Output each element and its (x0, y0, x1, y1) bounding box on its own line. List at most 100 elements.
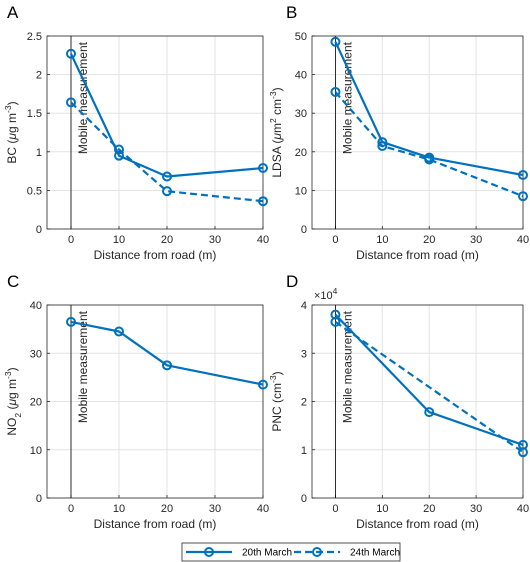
series-line-solid (334, 313, 524, 446)
data-point (330, 36, 341, 47)
y-tick-label: 10 (30, 445, 42, 457)
x-tick-label: 10 (113, 503, 125, 515)
legend-marker (312, 547, 322, 557)
mobile-measurement-annotation: Mobile measurement (340, 41, 354, 154)
legend-label: 24th March (350, 548, 400, 559)
x-tick-label: 10 (376, 234, 388, 246)
data-point (424, 407, 435, 418)
panel-a: A 0 10 20 30 40 0 0.5 1 1.5 2 2.5 Distance from road… (3, 3, 269, 262)
x-tick-label: 20 (161, 234, 173, 246)
y-tick-label: 0 (36, 493, 42, 505)
panel-letter: D (286, 272, 298, 291)
data-point (162, 360, 172, 371)
panel-letter: A (7, 3, 19, 22)
data-point (114, 326, 124, 337)
data-point (258, 163, 268, 174)
x-tick-label: 30 (470, 234, 482, 246)
y-tick-label: 0.5 (27, 185, 42, 197)
y-tick-label: 1 (36, 147, 42, 159)
mobile-measurement-annotation: Mobile measurement (340, 310, 354, 423)
y-axis-label: NO2 (μg m-3) (3, 367, 23, 435)
x-tick-label: 0 (68, 234, 74, 246)
x-axis-label: Distance from road (m) (356, 248, 479, 262)
y-tick-label: 1 (301, 445, 307, 457)
y-tick-label: 0 (301, 493, 307, 505)
legend-box (181, 542, 401, 562)
y-tick-label: 40 (295, 70, 307, 82)
series-line-solid (70, 53, 264, 178)
series-line-solid (334, 41, 524, 177)
x-tick-label: 0 (332, 234, 338, 246)
mobile-measurement-annotation: Mobile measurement (76, 310, 90, 423)
y-tick-label: 2 (36, 70, 42, 82)
x-tick-label: 30 (470, 503, 482, 515)
y-tick-label: 10 (295, 185, 307, 197)
y-tick-label: 30 (30, 348, 42, 360)
x-tick-label: 30 (209, 503, 221, 515)
data-point (66, 97, 76, 108)
y-exponent-label: ×104 (314, 286, 338, 302)
data-point (330, 316, 341, 327)
axes-frame (46, 35, 264, 230)
panel-c: C 0 10 20 30 40 0 10 20 30 40 Distance from road (m… (3, 272, 269, 531)
y-tick-label: 20 (295, 147, 307, 159)
y-axis-label: LDSA (μm2 cm-3) (268, 87, 284, 177)
legend-marker (204, 547, 214, 557)
x-tick-label: 40 (257, 503, 269, 515)
x-tick-label: 10 (113, 234, 125, 246)
x-axis-label: Distance from road (m) (94, 248, 217, 262)
panel-d: D 0 10 20 30 40 0 1 2 3 4 ×104 Distance from road (m… (268, 272, 529, 531)
panel-letter: C (7, 272, 19, 291)
y-tick-label: 20 (30, 397, 42, 409)
data-point (162, 186, 172, 197)
data-point (518, 447, 528, 458)
data-point (518, 169, 528, 180)
y-tick-label: 30 (295, 108, 307, 120)
legend: 20th March 24th March (181, 542, 401, 562)
x-tick-label: 30 (209, 234, 221, 246)
data-point (377, 141, 388, 152)
data-point (66, 316, 76, 327)
y-tick-label: 40 (30, 300, 42, 312)
data-point (258, 379, 268, 390)
y-tick-label: 1.5 (27, 108, 42, 120)
x-tick-label: 0 (68, 503, 74, 515)
y-tick-label: 50 (295, 31, 307, 43)
data-point (66, 48, 76, 59)
x-axis-label: Distance from road (m) (94, 517, 217, 531)
data-point (330, 86, 341, 97)
y-tick-label: 4 (301, 300, 307, 312)
data-point (162, 171, 172, 182)
x-tick-label: 40 (517, 234, 529, 246)
panel-letter: B (286, 3, 297, 22)
axes-frame (311, 35, 524, 230)
series-line-dashed (70, 101, 264, 203)
x-tick-label: 40 (257, 234, 269, 246)
x-axis-label: Distance from road (m) (356, 517, 479, 531)
y-tick-label: 2 (301, 397, 307, 409)
y-tick-label: 0 (301, 224, 307, 236)
x-tick-label: 20 (423, 503, 435, 515)
panel-b: B 0 10 20 30 40 0 10 20 30 40 50 Distance from road … (268, 3, 529, 262)
legend-label: 20th March (242, 548, 292, 559)
data-point (114, 144, 124, 155)
data-point (258, 196, 268, 207)
y-tick-label: 0 (36, 224, 42, 236)
y-axis-label: PNC (cm-3) (268, 371, 284, 431)
y-tick-label: 3 (301, 348, 307, 360)
series-line-dashed (334, 91, 524, 198)
mobile-measurement-annotation: Mobile measurement (76, 41, 90, 154)
series-line-dashed (334, 320, 524, 454)
y-tick-label: 2.5 (27, 31, 42, 43)
data-point (114, 150, 124, 161)
x-tick-label: 0 (332, 503, 338, 515)
data-point (518, 191, 528, 202)
series-line-solid (70, 320, 264, 386)
y-axis-label: BC (μg m-3) (3, 101, 19, 163)
x-tick-label: 20 (161, 503, 173, 515)
x-tick-label: 40 (517, 503, 529, 515)
x-tick-label: 10 (376, 503, 388, 515)
data-point (424, 154, 435, 165)
x-tick-label: 20 (423, 234, 435, 246)
